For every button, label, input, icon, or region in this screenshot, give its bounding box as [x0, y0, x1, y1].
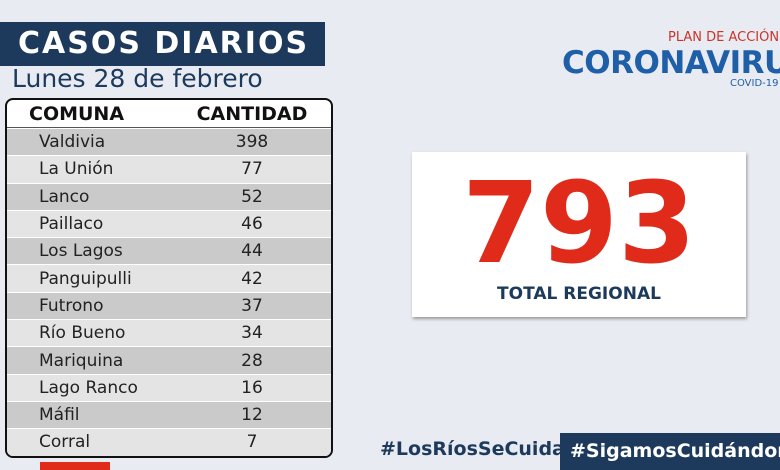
table: COMUNA CANTIDAD Valdivia 398 La Unión 77 Lan… — [5, 98, 333, 458]
hashtag-box: #SigamosCuidándonos — [560, 433, 780, 470]
cell: Valdivia — [39, 132, 106, 153]
total-value: 793 — [462, 159, 696, 289]
cell: 12 — [241, 405, 263, 426]
cell: La Unión — [39, 159, 114, 180]
logo-name: CORONAVIRUS — [562, 45, 780, 81]
table-row: Panguipulli 42 — [7, 264, 331, 292]
table-row: Futrono 37 — [7, 291, 331, 320]
date: Lunes 28 de febrero — [12, 64, 263, 93]
cell: Lanco — [39, 186, 90, 207]
cell: Mariquina — [39, 350, 124, 371]
cell: 28 — [241, 350, 263, 371]
cell: Futrono — [39, 295, 104, 316]
table-row: Lago Ranco 16 — [7, 373, 331, 401]
cell: Panguipulli — [39, 268, 132, 289]
total-label: TOTAL REGIONAL — [497, 284, 661, 304]
cell: Lago Ranco — [39, 377, 138, 398]
cell: 52 — [241, 186, 263, 207]
decoration — [40, 462, 110, 470]
table-row: Río Bueno 34 — [7, 319, 331, 347]
total-box: 793 TOTAL REGIONAL — [412, 152, 746, 317]
table-row: Lanco 52 — [7, 182, 331, 210]
table-row: Paillaco 46 — [7, 209, 331, 238]
cell: Máfil — [39, 405, 80, 426]
table-row: Los Lagos 44 — [7, 237, 331, 265]
hashtag: #LosRíosSeCuida — [380, 438, 565, 460]
table-row: Mariquina 28 — [7, 346, 331, 374]
cell: 16 — [241, 377, 263, 398]
cell: 77 — [241, 159, 263, 180]
title: CASOS DIARIOS — [0, 22, 325, 66]
cell: Corral — [39, 432, 91, 453]
table-header: COMUNA CANTIDAD — [7, 100, 331, 128]
logo-sub: COVID-19 — [730, 78, 779, 89]
cell: Los Lagos — [39, 241, 123, 262]
cell: 398 — [235, 132, 269, 153]
table-row: Valdivia 398 — [7, 128, 331, 156]
cell: 42 — [241, 268, 263, 289]
column-header: CANTIDAD — [196, 102, 308, 125]
cell: 7 — [246, 432, 258, 453]
column-header: COMUNA — [29, 102, 125, 125]
table-row: Máfil 12 — [7, 400, 331, 429]
cell: 34 — [241, 323, 263, 344]
logo-plan: PLAN DE ACCIÓN — [668, 30, 780, 45]
cell: Paillaco — [39, 214, 104, 235]
cell: 44 — [241, 241, 263, 262]
table-row: Corral 7 — [7, 428, 331, 456]
table-row: La Unión 77 — [7, 155, 331, 183]
cell: 37 — [241, 295, 263, 316]
cell: 46 — [241, 214, 263, 235]
cell: Río Bueno — [39, 323, 126, 344]
hashtag: #SigamosCuidándonos — [570, 440, 780, 462]
